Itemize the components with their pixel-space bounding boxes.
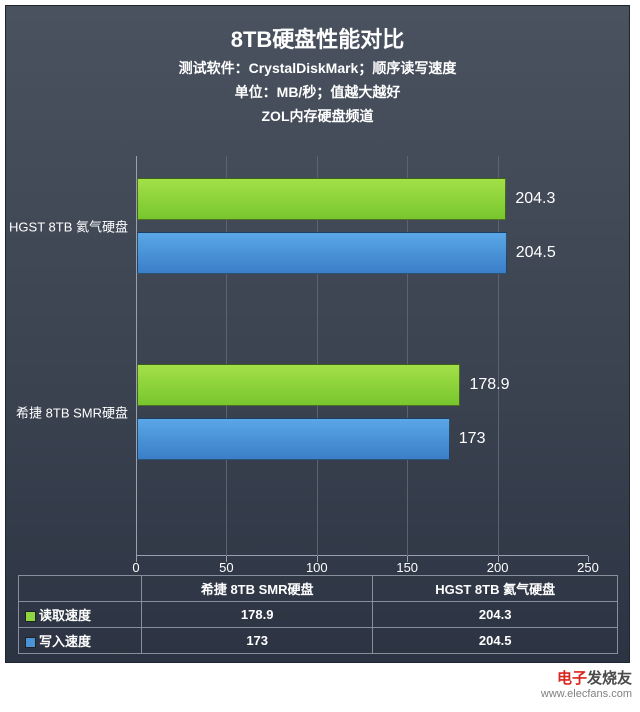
watermark-line2: www.elecfans.com (541, 688, 632, 700)
x-tick-label: 100 (306, 560, 328, 575)
category-label-seagate: 希捷 8TB SMR硬盘 (8, 403, 128, 422)
watermark: 电子发烧友 www.elecfans.com (541, 671, 632, 700)
x-tick-label: 50 (219, 560, 233, 575)
category-label-hgst: HGST 8TB 氦气硬盘 (8, 217, 128, 236)
bar-hgst-write (137, 232, 507, 274)
chart-subtitle-2: 单位：MB/秒；值越大越好 (6, 82, 629, 102)
cell-read-hgst: 204.3 (373, 602, 618, 628)
table-col-hgst: HGST 8TB 氦气硬盘 (373, 576, 618, 602)
table-col-seagate: 希捷 8TB SMR硬盘 (142, 576, 373, 602)
data-table: 希捷 8TB SMR硬盘 HGST 8TB 氦气硬盘 读取速度 178.9 20… (18, 575, 618, 654)
bar-seagate-read (137, 364, 460, 406)
value-label-hgst-read: 204.3 (515, 190, 555, 208)
cell-write-seagate: 173 (142, 628, 373, 654)
bar-hgst-read (137, 178, 506, 220)
watermark-line1: 电子发烧友 (541, 671, 632, 688)
chart-header: 8TB硬盘性能对比 测试软件：CrystalDiskMark；顺序读写速度 单位… (6, 6, 629, 126)
chart-subtitle-1: 测试软件：CrystalDiskMark；顺序读写速度 (6, 58, 629, 78)
x-tick-label: 250 (577, 560, 599, 575)
chart-subtitle-3: ZOL内存硬盘频道 (6, 106, 629, 126)
x-tick-label: 200 (487, 560, 509, 575)
table-header-row: 希捷 8TB SMR硬盘 HGST 8TB 氦气硬盘 (19, 576, 618, 602)
value-label-seagate-write: 173 (459, 430, 486, 448)
cell-read-seagate: 178.9 (142, 602, 373, 628)
table-rowhead-write: 写入速度 (19, 628, 142, 654)
legend-swatch-write (25, 637, 36, 648)
value-label-hgst-write: 204.5 (516, 244, 556, 262)
table-rowhead-read: 读取速度 (19, 602, 142, 628)
value-label-seagate-read: 178.9 (469, 376, 509, 394)
x-tick-label: 0 (132, 560, 139, 575)
plot-area: 050100150200250HGST 8TB 氦气硬盘204.3204.5希捷… (136, 156, 588, 556)
x-tick-label: 150 (396, 560, 418, 575)
x-axis (136, 555, 588, 556)
bar-seagate-write (137, 418, 450, 460)
cell-write-hgst: 204.5 (373, 628, 618, 654)
legend-swatch-read (25, 611, 36, 622)
table-row-write: 写入速度 173 204.5 (19, 628, 618, 654)
table-row-read: 读取速度 178.9 204.3 (19, 602, 618, 628)
table-corner-cell (19, 576, 142, 602)
chart-title: 8TB硬盘性能对比 (6, 22, 629, 54)
chart-container: 8TB硬盘性能对比 测试软件：CrystalDiskMark；顺序读写速度 单位… (5, 5, 630, 663)
